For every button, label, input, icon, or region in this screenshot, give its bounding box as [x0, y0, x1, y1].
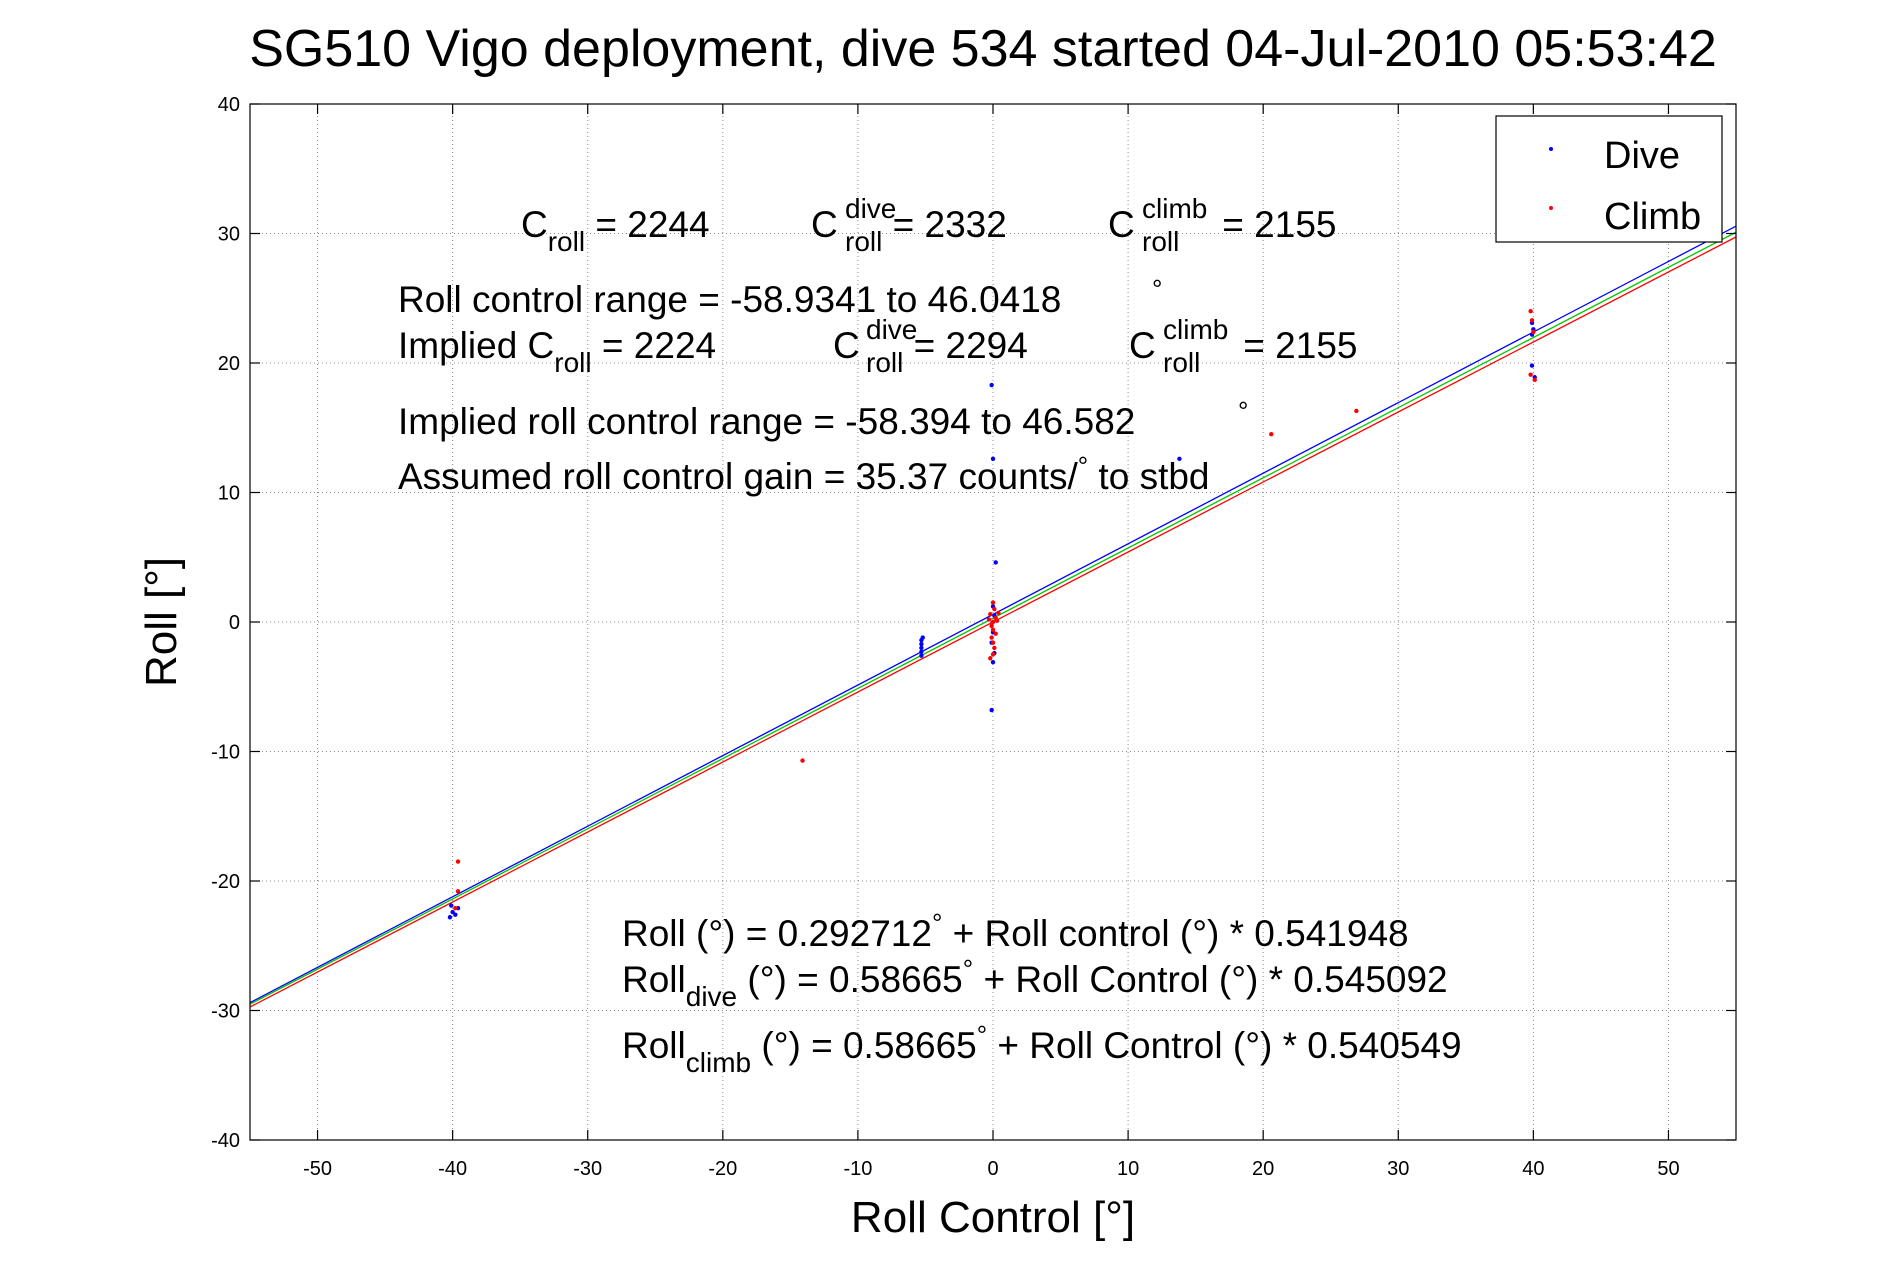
implied-range-text: Implied roll control range = -58.394 to …	[398, 401, 1135, 442]
data-point	[986, 617, 992, 622]
data-point	[1177, 456, 1182, 462]
data-point	[988, 656, 993, 661]
y-tick-label: 0	[229, 612, 240, 634]
data-point	[1529, 363, 1535, 368]
data-point	[990, 640, 996, 645]
grid-lines	[250, 104, 1736, 1140]
data-point	[992, 606, 997, 612]
x-tick-label: -10	[843, 1158, 872, 1180]
data-point	[455, 859, 461, 864]
x-tick-label: -40	[438, 1158, 467, 1180]
data-point	[996, 610, 1001, 616]
implied-range-deg: °	[1238, 396, 1248, 426]
y-tick-label: -10	[211, 742, 240, 764]
data-point	[990, 659, 996, 665]
data-point	[919, 649, 924, 654]
x-tick-label: -50	[303, 1158, 332, 1180]
roll-control-range-deg: °	[1152, 274, 1162, 304]
data-point	[1528, 309, 1533, 314]
data-point	[1269, 432, 1274, 437]
equation-overall: Roll (°) = 0.292712° + Roll control (°) …	[622, 908, 1409, 954]
data-point	[989, 382, 994, 388]
data-point	[988, 612, 993, 617]
legend-dive-label: Dive	[1604, 135, 1680, 177]
x-tick-label: 0	[987, 1158, 998, 1180]
data-point	[993, 631, 998, 636]
y-tick-label: 40	[218, 94, 240, 116]
legend-climb-marker	[1549, 206, 1553, 210]
y-axis-label: Roll [°]	[137, 557, 186, 687]
implied-c-roll-text: Implied Croll = 2224	[398, 325, 716, 378]
c-roll-text: Croll = 2244	[521, 204, 710, 257]
y-tick-label: -20	[211, 871, 240, 893]
legend-box	[1495, 115, 1723, 243]
y-axis-ticks: -40 -30 -20 -10 0 10 20 30 40	[211, 94, 1736, 1152]
data-point	[1354, 408, 1359, 414]
y-tick-label: -30	[211, 1001, 240, 1023]
x-tick-label: -30	[573, 1158, 602, 1180]
regression-equations: Roll (°) = 0.292712° + Roll control (°) …	[622, 908, 1462, 1078]
data-point	[919, 645, 924, 651]
data-point	[1528, 372, 1533, 377]
data-point	[1531, 329, 1536, 335]
data-point	[447, 915, 453, 920]
y-tick-label: 30	[218, 224, 240, 246]
data-point	[990, 652, 996, 657]
c-roll-dive-sup: dive	[845, 193, 896, 224]
data-point	[990, 456, 996, 462]
y-tick-label: -40	[211, 1130, 240, 1152]
data-point	[990, 600, 996, 605]
legend: Dive Climb	[1495, 115, 1723, 243]
data-points	[447, 309, 1537, 920]
data-point	[453, 905, 458, 911]
data-point	[989, 707, 994, 713]
data-point	[993, 560, 998, 565]
x-tick-label: 30	[1387, 1158, 1409, 1180]
data-point	[1529, 318, 1535, 323]
data-point	[994, 618, 1000, 623]
implied-c-climb-sup: climb	[1163, 314, 1228, 345]
data-point	[453, 912, 458, 917]
c-roll-climb-sup: climb	[1142, 193, 1207, 224]
y-tick-label: 10	[218, 483, 240, 505]
roll-control-range-text: Roll control range = -58.9341 to 46.0418	[398, 279, 1061, 320]
data-point	[990, 619, 996, 625]
x-tick-label: 10	[1117, 1158, 1139, 1180]
x-tick-label: -20	[708, 1158, 737, 1180]
data-point	[1532, 377, 1537, 383]
data-point	[449, 903, 454, 908]
data-point	[800, 758, 805, 763]
gain-text: Assumed roll control gain = 35.37 counts…	[398, 451, 1210, 497]
implied-c-dive-sup: dive	[866, 314, 917, 345]
x-tick-label: 20	[1252, 1158, 1274, 1180]
fit-line	[250, 231, 1736, 1005]
data-point	[455, 889, 461, 894]
x-axis-ticks: -50 -40 -30 -20 -10 0 10 20 30 40 50	[303, 104, 1680, 1180]
x-tick-label: 40	[1522, 1158, 1544, 1180]
x-tick-label: 50	[1657, 1158, 1679, 1180]
data-point	[920, 635, 925, 640]
data-point	[919, 641, 924, 647]
y-tick-label: 20	[218, 353, 240, 375]
equation-climb: Rollclimb (°) = 0.58665° + Roll Control …	[622, 1020, 1462, 1078]
data-point	[919, 653, 924, 658]
data-point	[989, 623, 994, 629]
legend-dive-marker	[1549, 147, 1553, 151]
legend-climb-label: Climb	[1604, 196, 1701, 238]
data-point	[992, 645, 997, 651]
x-axis-label: Roll Control [°]	[851, 1193, 1135, 1242]
data-point	[990, 627, 996, 632]
equation-dive: Rolldive (°) = 0.58665° + Roll Control (…	[622, 954, 1448, 1012]
data-point	[989, 635, 994, 640]
chart-title: SG510 Vigo deployment, dive 534 started …	[249, 20, 1717, 78]
